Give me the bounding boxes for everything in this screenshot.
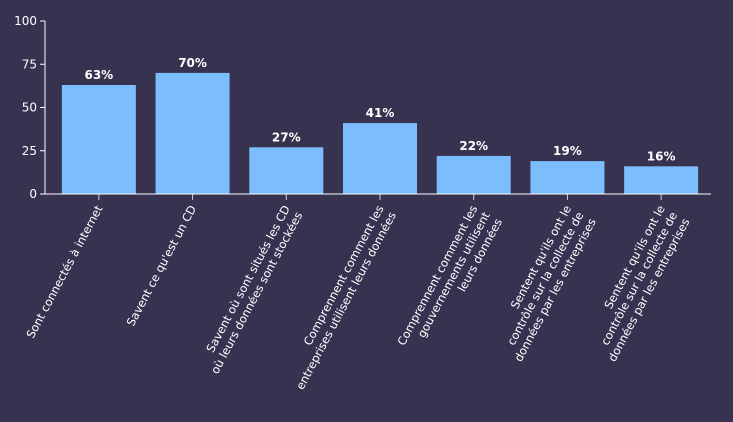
data-label: 63% [84,68,113,82]
x-tick-label-line: Sont connectés à internet [23,202,105,340]
x-tick-label-line: Savent ce qu'est un CD [124,203,200,329]
data-label: 16% [647,149,676,163]
bar [624,166,699,194]
bar [436,155,511,194]
y-tick-label: 100 [14,14,37,28]
x-tick-label: Sentent qu'ils ont lecontrôle sur la col… [580,203,692,364]
x-tick-label: Savent où sont situés les CDoù leurs don… [195,203,305,376]
y-tick-label: 75 [22,57,37,71]
bar [249,147,324,194]
x-tick-label-line: Savent où sont situés les CD [203,203,293,355]
x-tick-label-line: entreprises utilisent leurs données [293,209,399,392]
bar [343,123,417,194]
y-tick-label: 25 [22,144,37,158]
y-tick-label: 50 [22,101,37,115]
bar [530,161,605,194]
x-tick-label-line: où leurs données sont stockées [208,209,306,376]
bar [61,85,136,194]
x-tick-label: Sont connectés à internet [23,202,105,340]
x-tick-label: Comprennent comment lesgouvernements uti… [394,202,505,361]
bar [155,72,230,194]
y-tick-label: 0 [29,187,37,201]
data-label: 27% [272,130,301,144]
data-label: 41% [366,106,395,120]
data-label: 70% [178,56,207,70]
data-label: 19% [553,144,582,158]
x-tick-label: Sentent qu'ils ont lecontrôle sur la col… [487,203,599,364]
x-tick-label: Savent ce qu'est un CD [124,203,200,329]
x-tick-label-line: contrôle sur la collecte de [598,209,680,347]
data-label: 22% [459,139,488,153]
x-tick-label-line: Comprennent comment les [301,203,387,348]
x-tick-label-line: contrôle sur la collecte de [504,209,586,347]
x-tick-label: Comprennent comment lesentreprises utili… [281,203,399,392]
